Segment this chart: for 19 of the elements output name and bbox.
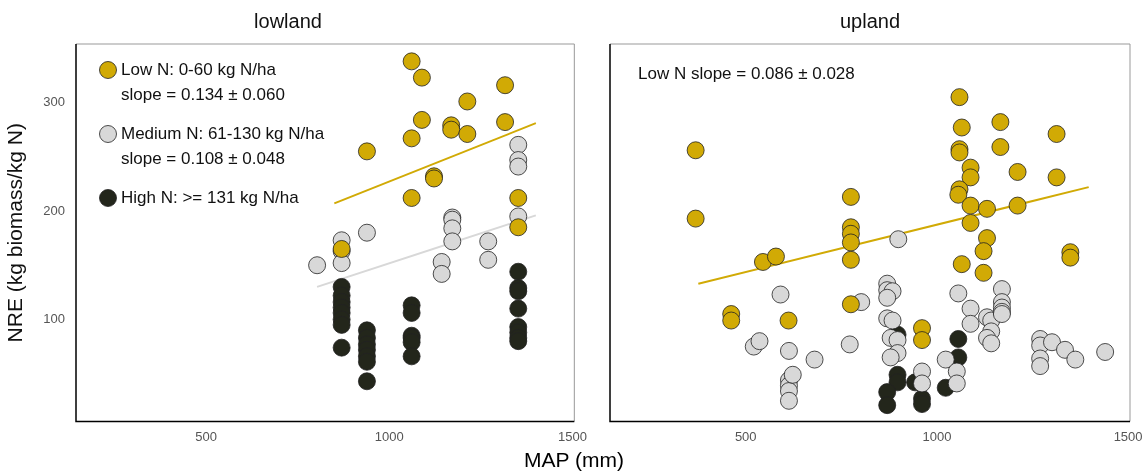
legend-label: High N: >= 131 kg N/ha	[121, 187, 300, 207]
chart-title: upland	[839, 9, 901, 32]
annotation: slope = 0.134 ± 0.060	[121, 84, 285, 104]
x-tick-label: 1000	[374, 428, 404, 444]
x-tick-label: 1500	[558, 428, 587, 444]
legend-label: Medium N: 61-130 kg N/ha	[121, 123, 325, 143]
x-tick-label: 1500	[1113, 428, 1143, 444]
x-tick-label: 500	[734, 428, 757, 444]
chart-title: lowland	[254, 9, 322, 32]
legend-label: Low N: 0-60 kg N/ha	[121, 59, 277, 79]
annotation: Low N slope = 0.086 ± 0.028	[638, 63, 855, 83]
x-tick-label: 500	[195, 428, 217, 444]
x-axis-title: MAP (mm)	[523, 448, 625, 472]
annotation: slope = 0.108 ± 0.048	[121, 148, 285, 168]
y-tick-label: 300	[43, 94, 65, 110]
x-tick-label: 1000	[922, 428, 952, 444]
y-tick-label: 100	[43, 311, 65, 327]
y-tick-label: 200	[43, 202, 65, 218]
y-axis-title: NRE (kg biomass/kg N)	[3, 123, 27, 343]
